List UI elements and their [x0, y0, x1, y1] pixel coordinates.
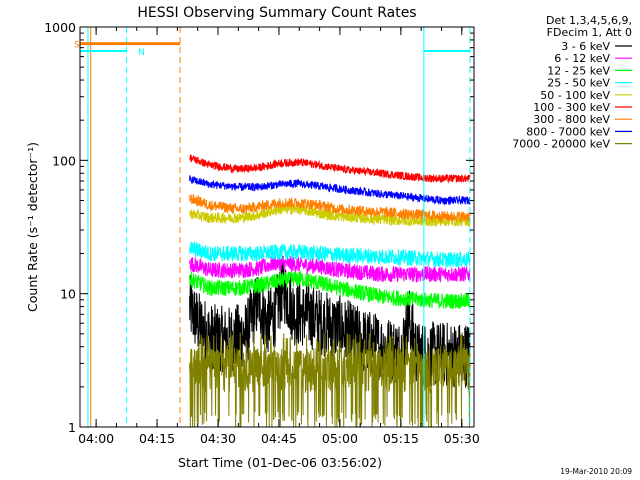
chart-title: HESSI Observing Summary Count Rates	[137, 5, 416, 21]
legend-entry-label: 300 - 800 keV	[533, 113, 610, 126]
y-tick-label: 100	[52, 153, 76, 168]
legend-entry-label: 800 - 7000 keV	[526, 125, 610, 138]
footer-timestamp: 19-Mar-2010 20:09	[560, 467, 632, 476]
legend: Det 1,3,4,5,6,9, FDecim 1, Att 0 3 - 6 k…	[512, 14, 632, 151]
legend-entry-label: 100 - 300 keV	[533, 101, 610, 114]
legend-entry-label: 12 - 25 keV	[547, 64, 610, 77]
series-line	[189, 175, 471, 206]
series-line	[189, 194, 471, 222]
legend-entry-label: 6 - 12 keV	[554, 52, 610, 65]
series-line	[189, 255, 471, 283]
legend-entry-label: 7000 - 20000 keV	[512, 138, 610, 151]
plot-overlays-group: SN	[74, 27, 471, 427]
plot-series-group	[189, 154, 471, 428]
x-axis-label: Start Time (01-Dec-06 03:56:02)	[178, 455, 382, 470]
y-axis-label: Count Rate (s⁻¹ detector⁻¹)	[25, 142, 40, 312]
x-tick-label: 05:30	[444, 431, 480, 446]
legend-entry-label: 3 - 6 keV	[561, 40, 610, 53]
x-tick-label: 05:00	[322, 431, 358, 446]
series-line	[189, 241, 471, 268]
series-line	[189, 203, 471, 228]
marker-label-s: S	[74, 41, 80, 51]
x-tick-label: 04:30	[200, 431, 236, 446]
x-tick-label: 04:00	[78, 431, 114, 446]
y-tick-label: 1000	[44, 20, 76, 35]
legend-header: FDecim 1, Att 0	[547, 26, 632, 39]
legend-header: Det 1,3,4,5,6,9,	[546, 14, 632, 27]
plot-frame	[79, 26, 475, 428]
series-line	[189, 154, 471, 184]
axis-ticks-group: 04:00 04:15 04:30 04:45 05:00 05:15 05:30 1 10 10…	[44, 20, 480, 446]
y-tick-label: 10	[60, 287, 76, 302]
x-tick-label: 04:15	[139, 431, 175, 446]
x-tick-label: 05:15	[383, 431, 419, 446]
series-line	[189, 331, 471, 428]
y-tick-label: 1	[68, 420, 76, 435]
x-tick-label: 04:45	[261, 431, 297, 446]
legend-entry-label: 50 - 100 keV	[540, 89, 610, 102]
series-line	[189, 271, 471, 310]
legend-entry-label: 25 - 50 keV	[547, 77, 610, 90]
marker-label-n: N	[138, 48, 145, 58]
